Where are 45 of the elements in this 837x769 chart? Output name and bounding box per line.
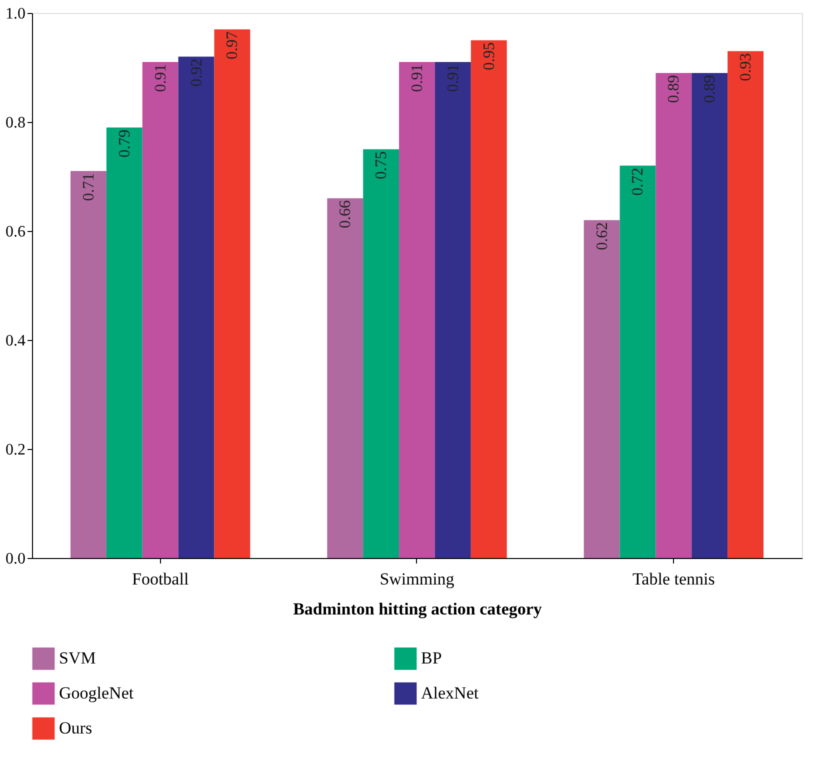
data-label: 0.62 (594, 222, 611, 250)
legend-label: AlexNet (421, 684, 479, 702)
data-label: 0.92 (188, 58, 206, 87)
data-label: 0.66 (337, 200, 354, 228)
bar (584, 220, 620, 558)
data-label: 0.72 (630, 168, 647, 196)
y-tick-label: 0.4 (6, 332, 26, 350)
legend-label: GoogleNet (59, 684, 134, 702)
bar (106, 127, 142, 558)
bar (434, 62, 471, 558)
legend-label: BP (421, 648, 442, 668)
x-tick-label: Football (132, 570, 189, 588)
data-label: 0.89 (702, 74, 719, 103)
data-label: 0.91 (409, 64, 426, 92)
bar (728, 51, 764, 558)
bar (327, 198, 364, 558)
bar (656, 72, 692, 558)
data-label: 0.95 (480, 42, 498, 70)
bar (70, 171, 106, 558)
legend-label: Ours (59, 718, 92, 738)
x-tick-label: Swimming (380, 570, 455, 588)
bar (399, 62, 435, 558)
data-label: 0.71 (80, 173, 98, 202)
y-tick-label: 1.0 (6, 6, 26, 22)
bar (363, 149, 400, 558)
data-label: 0.89 (666, 74, 683, 103)
bar (142, 62, 178, 558)
data-label: 0.91 (152, 64, 170, 92)
y-tick-label: 0.2 (6, 442, 26, 458)
bar (214, 29, 250, 558)
y-tick-label: 0.6 (6, 224, 26, 240)
bar (620, 166, 656, 558)
data-label: 0.93 (738, 53, 755, 82)
legend-label: SVM (59, 648, 96, 668)
data-label: 0.97 (224, 31, 242, 60)
data-label: 0.91 (444, 64, 462, 92)
y-tick-label: 0.8 (6, 114, 26, 132)
bar (692, 72, 728, 558)
bar (470, 40, 507, 558)
y-tick-label: 0.0 (6, 550, 26, 568)
data-label: 0.79 (116, 129, 134, 158)
x-axis-title: Badminton hitting action category (293, 600, 542, 618)
data-label: 0.75 (373, 151, 390, 180)
x-tick-label: Table tennis (632, 570, 715, 588)
bar (178, 56, 214, 558)
